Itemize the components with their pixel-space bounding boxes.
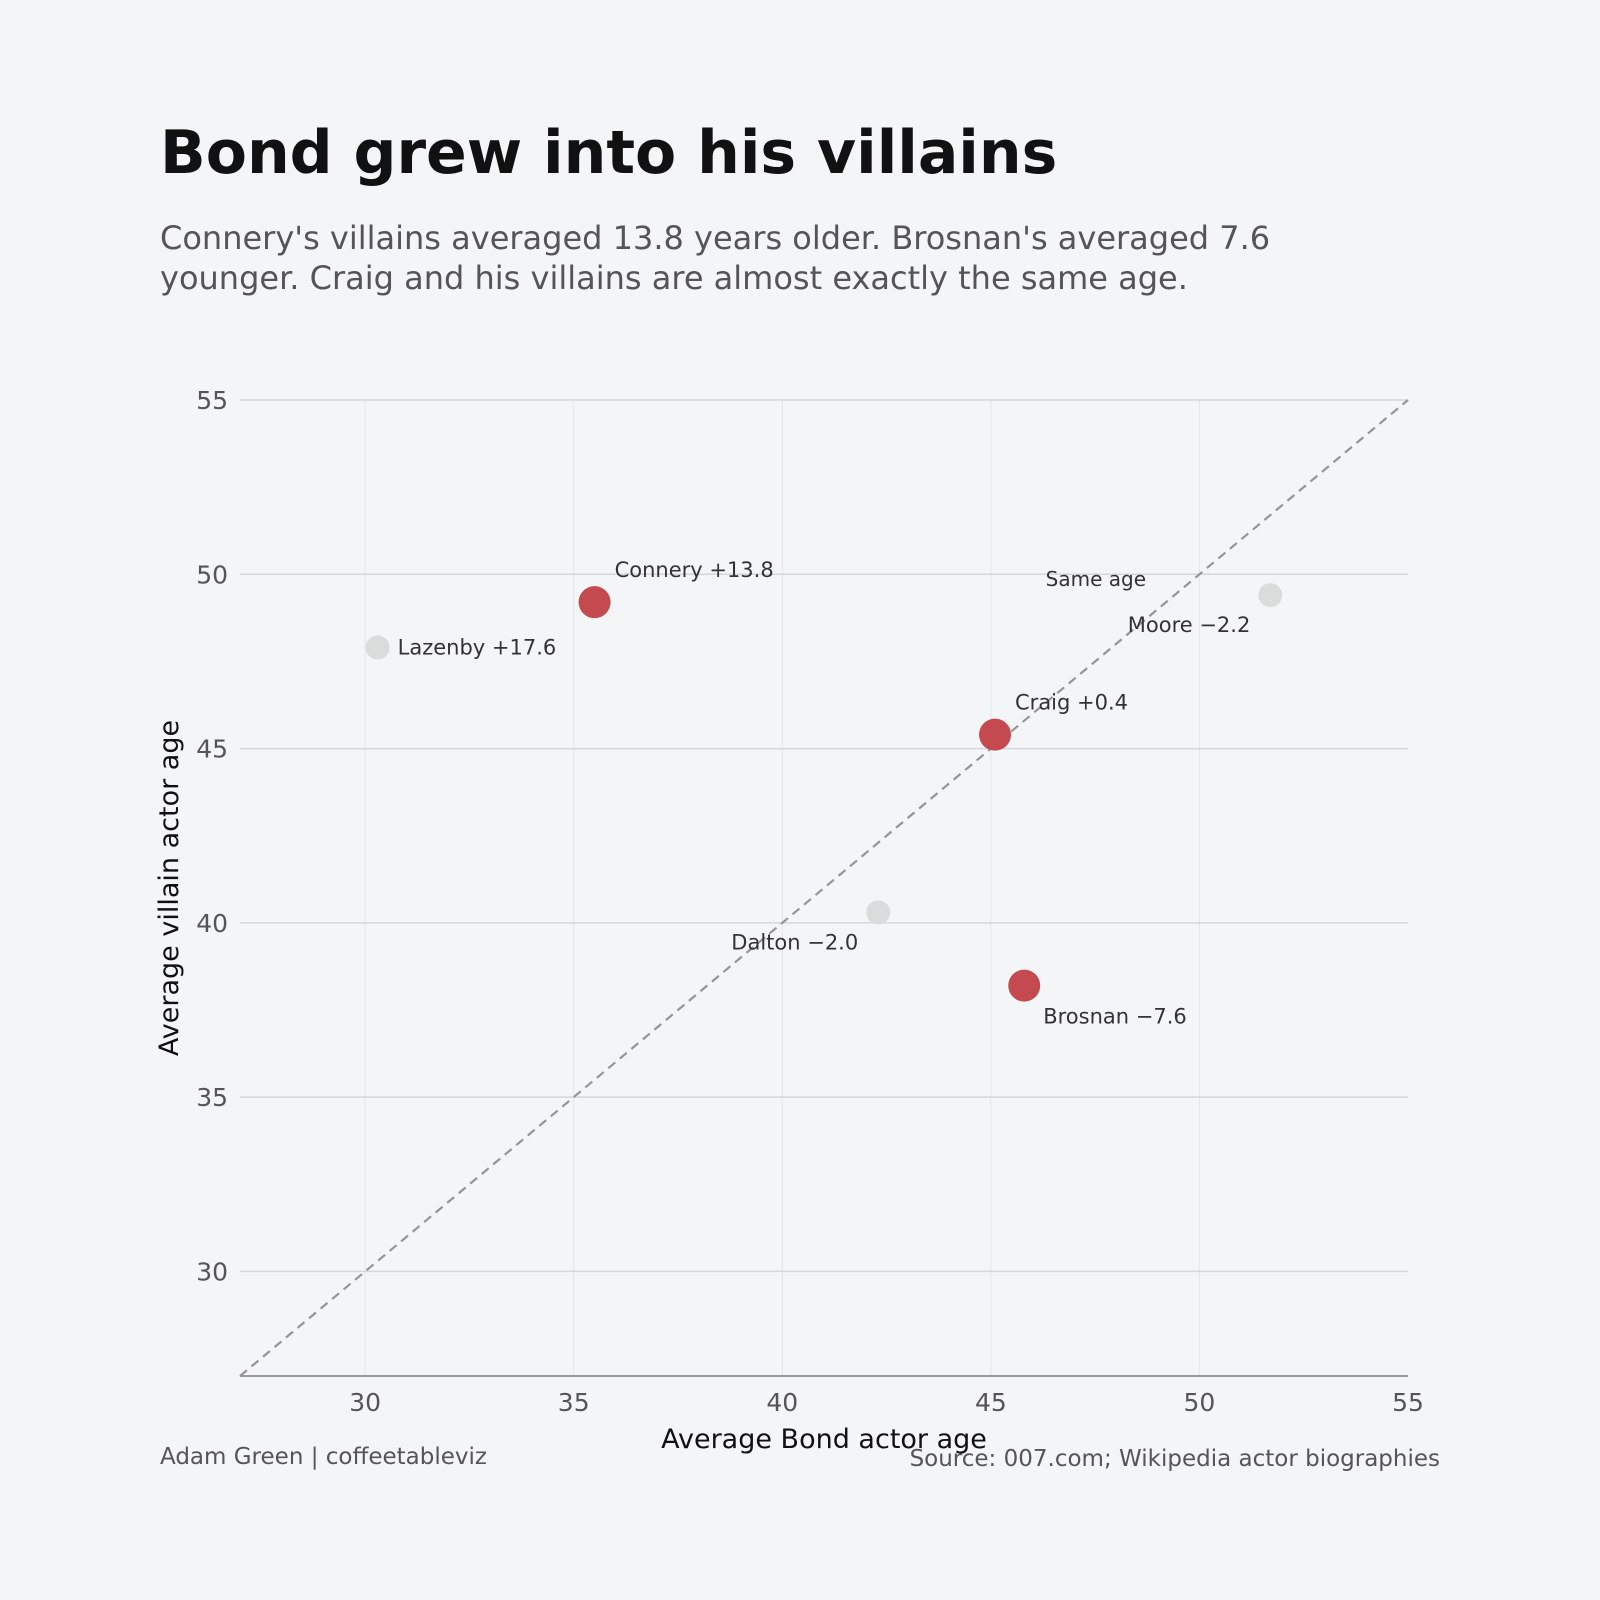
data-label-lazenby: Lazenby +17.6: [398, 635, 557, 659]
y-tick-label-55: 55: [196, 386, 228, 415]
x-tick-labels: 30 35 40 45 50 55: [349, 1388, 1424, 1417]
x-tick-label-35: 35: [558, 1388, 590, 1417]
data-point-lazenby: [365, 635, 390, 660]
y-axis-label: Average villain actor age: [154, 720, 185, 1056]
y-tick-label-45: 45: [196, 735, 228, 764]
footer-source: Source: 007.com; Wikipedia actor biograp…: [909, 1446, 1440, 1472]
point-labels: Connery +13.8 Lazenby +17.6 Moore −2.2 Crai…: [398, 558, 1251, 1028]
same-age-reference-line: [239, 399, 1409, 1377]
y-tick-labels: 30 35 40 45 50 55: [196, 386, 228, 1286]
data-label-dalton: Dalton −2.0: [731, 930, 858, 954]
y-tick-label-30: 30: [196, 1257, 228, 1286]
chart-title: Bond grew into his villains: [160, 118, 1058, 188]
x-tick-label-45: 45: [975, 1388, 1007, 1417]
data-points: [365, 583, 1283, 1002]
data-label-brosnan: Brosnan −7.6: [1043, 1005, 1187, 1029]
x-tick-label-30: 30: [349, 1388, 381, 1417]
data-point-connery: [578, 586, 611, 619]
y-tick-label-40: 40: [196, 909, 228, 938]
data-label-craig: Craig +0.4: [1015, 691, 1128, 715]
x-axis-label: Average Bond actor age: [661, 1424, 987, 1455]
footer-credit: Adam Green | coffeetableviz: [160, 1444, 487, 1470]
data-point-craig: [979, 718, 1012, 751]
y-tick-label-35: 35: [196, 1083, 228, 1112]
y-tick-label-50: 50: [196, 560, 228, 589]
data-label-connery: Connery +13.8: [615, 558, 774, 582]
chart-subtitle: Connery's villains averaged 13.8 years o…: [160, 219, 1271, 297]
data-label-moore: Moore −2.2: [1128, 613, 1251, 637]
same-age-label: Same age: [1046, 567, 1146, 591]
x-tick-label-50: 50: [1184, 1388, 1216, 1417]
data-point-moore: [1258, 583, 1283, 608]
data-point-dalton: [866, 900, 891, 925]
x-tick-label-55: 55: [1392, 1388, 1424, 1417]
x-tick-label-40: 40: [766, 1388, 798, 1417]
data-point-brosnan: [1008, 969, 1041, 1002]
grid-layer: [240, 399, 1408, 1376]
